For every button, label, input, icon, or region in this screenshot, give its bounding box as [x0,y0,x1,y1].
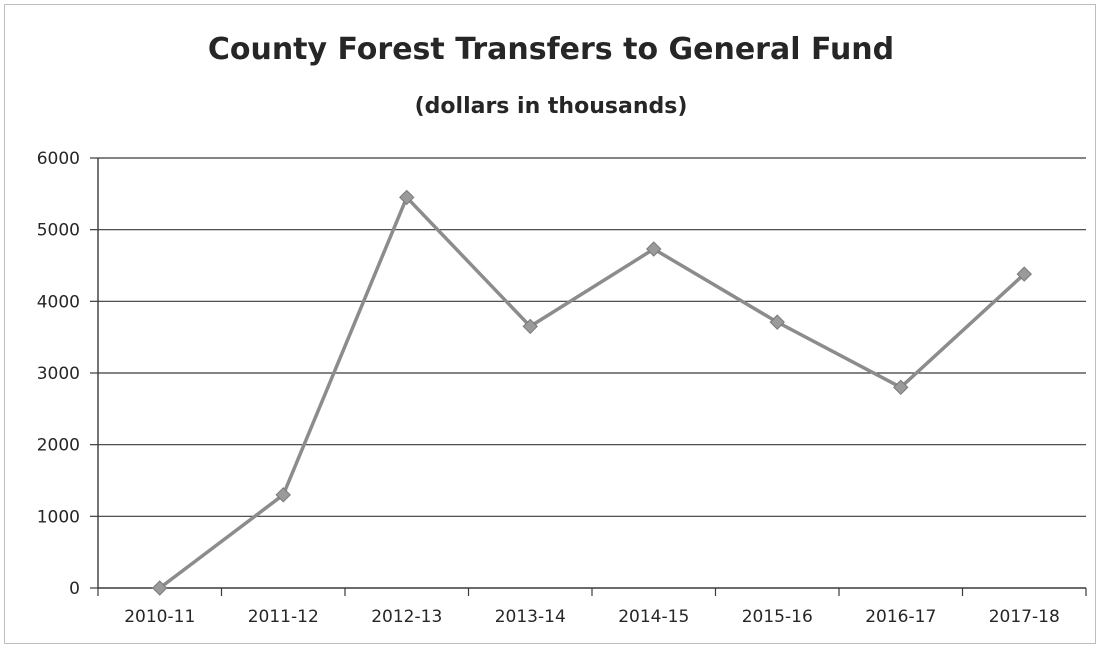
y-tick-label: 3000 [37,364,80,384]
axes [90,157,1087,596]
chart-frame [4,4,1096,644]
x-tick-label: 2014-15 [618,607,689,627]
x-tick-label: 2010-11 [124,607,195,627]
x-tick-label: 2011-12 [248,607,319,627]
y-tick-label: 4000 [37,292,80,312]
x-tick-label: 2017-18 [989,607,1060,627]
y-tick-label: 1000 [37,507,80,527]
data-point-marker [893,379,909,396]
data-point-marker [399,189,415,206]
data-point-marker [152,580,168,596]
x-axis-tick-labels: 2010-11 2011-12 2012-13 2013-14 2014-15 2015-… [124,607,1060,627]
data-point-marker [769,314,785,330]
data-point-marker [275,487,291,503]
y-tick-label: 5000 [37,221,80,241]
series-line [158,195,1026,590]
x-tick-label: 2012-13 [371,607,442,627]
y-tick-label: 6000 [37,149,80,169]
y-axis-tick-labels: 0 1000 2000 3000 4000 5000 6000 [37,149,80,599]
x-tick-label: 2015-16 [742,607,813,627]
chart-title: County Forest Transfers to General Fund [207,32,895,67]
x-tick-label: 2016-17 [865,607,936,627]
data-point-marker [522,318,538,335]
x-tick-label: 2013-14 [495,607,566,627]
data-point-marker [646,241,662,257]
gridlines [98,157,1086,517]
data-point-marker [1016,266,1032,282]
chart-subtitle: (dollars in thousands) [414,94,688,119]
y-tick-label: 0 [69,579,80,599]
series [152,189,1032,596]
y-tick-label: 2000 [37,436,80,456]
